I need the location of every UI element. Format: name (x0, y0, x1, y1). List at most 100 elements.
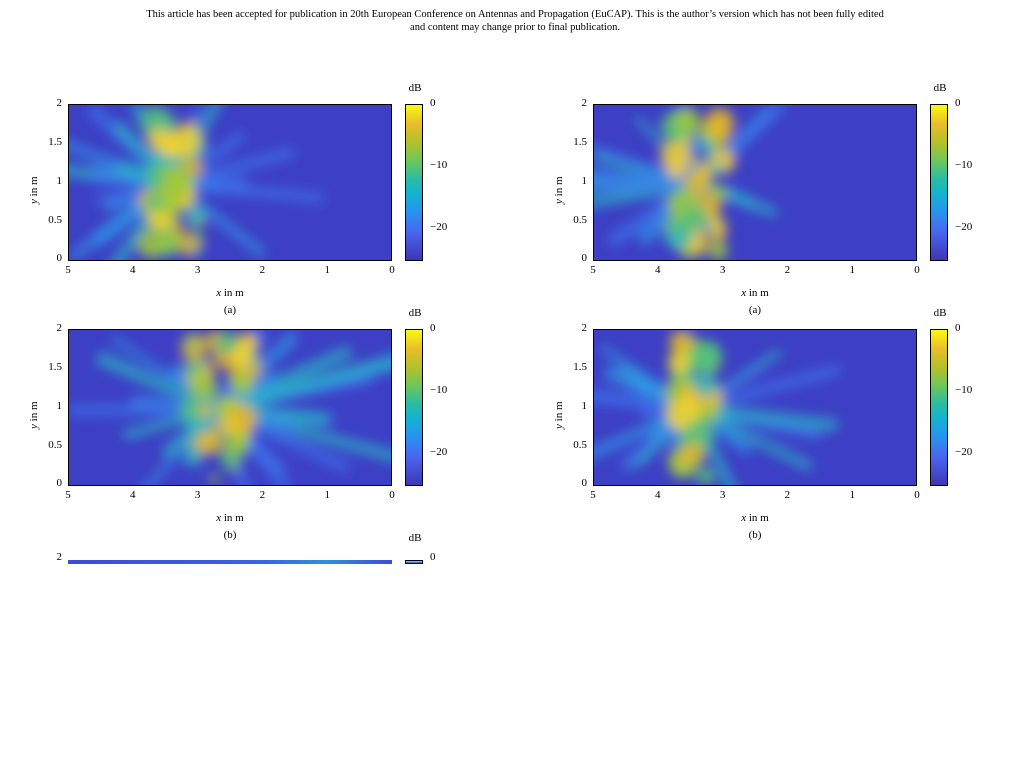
subfigure-caption: (b) (210, 529, 250, 541)
y-axis-label: y in m (28, 176, 40, 204)
y-tick-label: 2 (38, 97, 62, 109)
x-tick-label: 1 (317, 264, 337, 276)
y-tick-label: 1 (38, 400, 62, 412)
colorbar-tick-label: −20 (430, 446, 447, 458)
x-tick-label: 3 (713, 264, 733, 276)
x-tick-label: 3 (713, 489, 733, 501)
y-tick-label: 1.5 (38, 361, 62, 373)
colorbar-tick-label: −10 (430, 384, 447, 396)
y-tick-label: 0.5 (563, 439, 587, 451)
x-axis-label: x in m (190, 512, 270, 524)
subfigure-caption: (a) (735, 304, 775, 316)
y-tick-label: 1 (38, 175, 62, 187)
y-axis-label: y in m (553, 176, 565, 204)
colorbar-title: dB (925, 307, 955, 319)
x-tick-label: 5 (583, 489, 603, 501)
y-tick-label: 2 (38, 322, 62, 334)
x-tick-label: 3 (188, 264, 208, 276)
y-tick-label: 0 (38, 477, 62, 489)
x-tick-label: 4 (648, 489, 668, 501)
heatmap-plot (68, 104, 392, 261)
colorbar-tick-label: 0 (955, 322, 961, 334)
heatmap-image (593, 104, 917, 261)
y-axis-label: y in m (28, 401, 40, 429)
x-axis-unit: in m (221, 287, 244, 299)
colorbar-title: dB (400, 82, 430, 94)
y-tick-label: 0 (563, 252, 587, 264)
x-tick-label: 4 (123, 264, 143, 276)
publication-notice-line-2: and content may change prior to final pu… (0, 21, 1030, 34)
y-axis-variable: y (553, 199, 565, 204)
heatmap-plot (593, 104, 917, 261)
x-tick-label: 0 (382, 489, 402, 501)
x-tick-label: 1 (842, 264, 862, 276)
y-axis-label: y in m (553, 401, 565, 429)
x-tick-label: 2 (252, 264, 272, 276)
heatmap-image (68, 329, 392, 486)
y-tick-label: 0.5 (563, 214, 587, 226)
publication-notice: This article has been accepted for publi… (0, 8, 1030, 34)
y-tick-label: 1.5 (563, 361, 587, 373)
x-tick-label: 0 (382, 264, 402, 276)
colorbar-title: dB (400, 532, 430, 544)
y-tick-label: 0.5 (38, 439, 62, 451)
colorbar-tick-label: 0 (955, 97, 961, 109)
y-axis-variable: y (553, 424, 565, 429)
y-axis-unit: in m (553, 401, 565, 424)
colorbar (930, 329, 948, 486)
y-tick-label: 0 (563, 477, 587, 489)
colorbar-title: dB (925, 82, 955, 94)
x-tick-label: 2 (777, 264, 797, 276)
colorbar-tick-label: −10 (955, 384, 972, 396)
x-tick-label: 0 (907, 264, 927, 276)
x-axis-unit: in m (221, 512, 244, 524)
x-tick-label: 4 (648, 264, 668, 276)
y-tick-label: 1 (563, 175, 587, 187)
y-tick-label: 1.5 (38, 136, 62, 148)
subfigure-caption: (b) (735, 529, 775, 541)
colorbar-tick-label: −10 (955, 159, 972, 171)
y-tick-label: 0 (38, 252, 62, 264)
x-tick-label: 1 (842, 489, 862, 501)
heatmap-plot (593, 329, 917, 486)
heatmap-plot (68, 329, 392, 486)
x-axis-unit: in m (746, 287, 769, 299)
colorbar-tick-label: −20 (955, 221, 972, 233)
y-tick-label: 1.5 (563, 136, 587, 148)
colorbar-tick-label: 0 (430, 322, 436, 334)
y-tick-label: 0.5 (38, 214, 62, 226)
x-tick-label: 5 (58, 264, 78, 276)
y-axis-variable: y (28, 424, 40, 429)
colorbar-tick-label: −10 (430, 159, 447, 171)
y-axis-unit: in m (28, 401, 40, 424)
x-axis-label: x in m (715, 287, 795, 299)
partial-figure-panel: 2 dB 0 (30, 558, 460, 776)
heatmap-image (593, 329, 917, 486)
y-tick-label: 1 (563, 400, 587, 412)
y-tick-label: 2 (563, 97, 587, 109)
heatmap-image (68, 104, 392, 261)
y-axis-variable: y (28, 199, 40, 204)
x-tick-label: 4 (123, 489, 143, 501)
colorbar (405, 329, 423, 486)
x-tick-label: 0 (907, 489, 927, 501)
colorbar-tick-label: −20 (430, 221, 447, 233)
colorbar-tick-label: −20 (955, 446, 972, 458)
y-axis-unit: in m (28, 176, 40, 199)
x-tick-label: 5 (58, 489, 78, 501)
x-tick-label: 1 (317, 489, 337, 501)
subfigure-caption: (a) (210, 304, 250, 316)
y-axis-unit: in m (553, 176, 565, 199)
colorbar-title: dB (400, 307, 430, 319)
x-axis-unit: in m (746, 512, 769, 524)
publication-notice-line-1: This article has been accepted for publi… (0, 8, 1030, 21)
colorbar-tick: 0 (430, 551, 436, 563)
x-tick-label: 5 (583, 264, 603, 276)
x-axis-label: x in m (190, 287, 270, 299)
colorbar (405, 104, 423, 261)
colorbar (930, 104, 948, 261)
